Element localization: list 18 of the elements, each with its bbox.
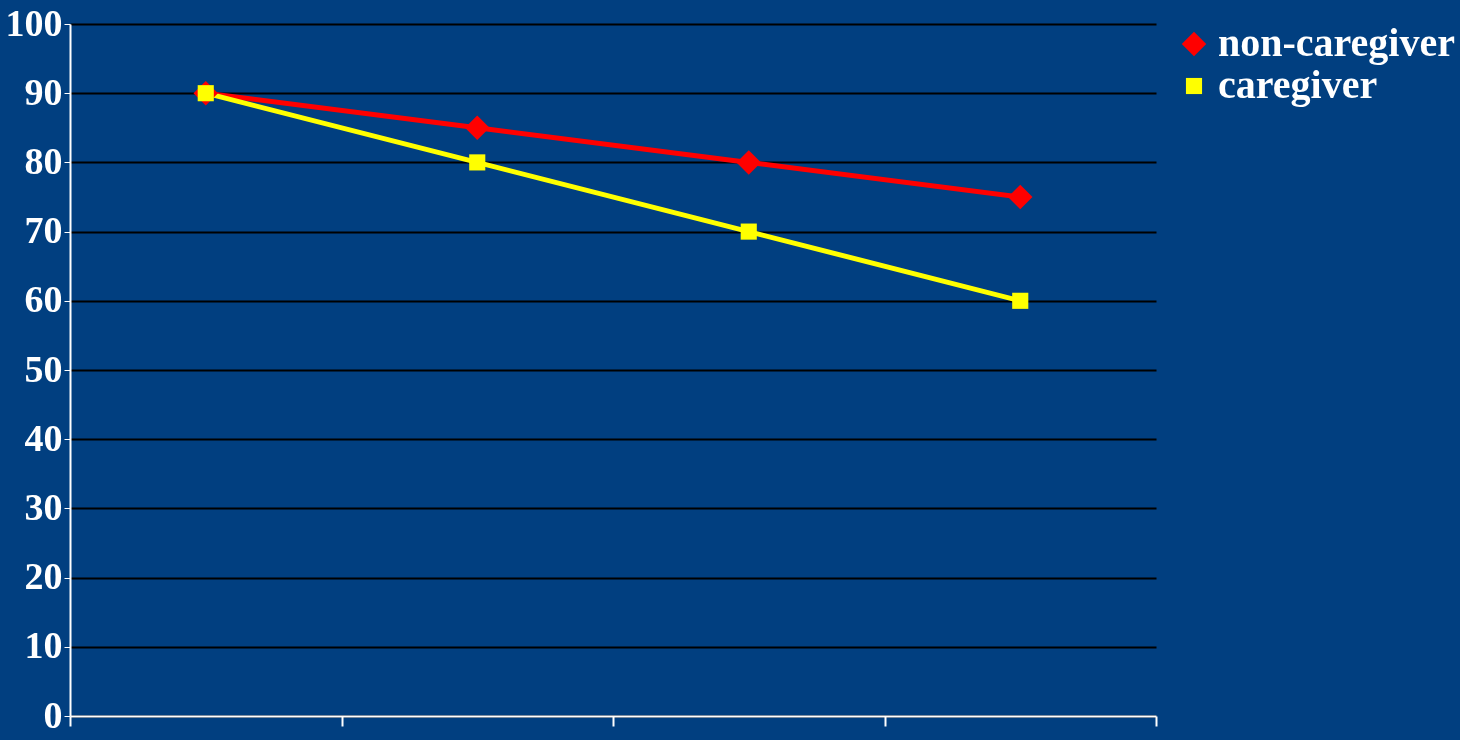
y-tick-label: 90 bbox=[24, 70, 63, 113]
y-tick-label: 20 bbox=[24, 555, 63, 598]
y-tick-label: 70 bbox=[24, 209, 63, 252]
y-tick-label: 80 bbox=[24, 139, 63, 182]
point bbox=[465, 115, 490, 141]
y-tick-label: 100 bbox=[5, 1, 63, 44]
y-tick-label: 60 bbox=[24, 278, 63, 321]
point bbox=[1008, 184, 1033, 210]
y-tick-label: 50 bbox=[24, 347, 63, 390]
y-tick-label: 30 bbox=[24, 485, 63, 528]
point bbox=[1012, 292, 1029, 309]
y-tick-label: 40 bbox=[24, 416, 63, 459]
point bbox=[736, 150, 761, 175]
y-tick-label: 0 bbox=[43, 693, 63, 736]
legend-label: non-caregiver bbox=[1218, 20, 1455, 65]
point bbox=[740, 223, 757, 240]
y-tick-label: 10 bbox=[24, 624, 63, 667]
point bbox=[469, 154, 486, 171]
